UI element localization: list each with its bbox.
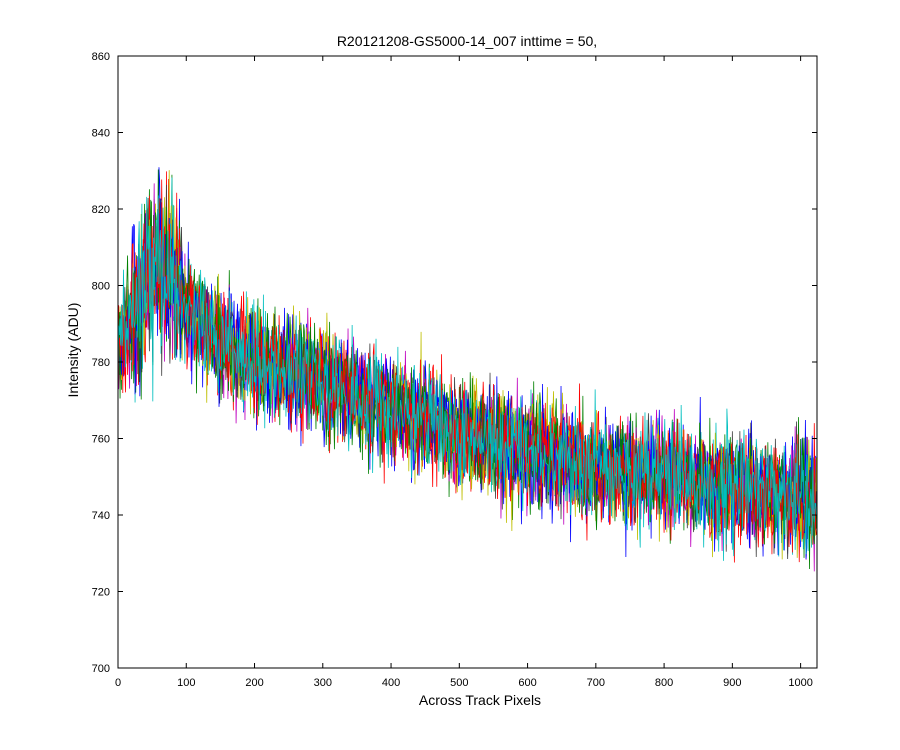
- y-tick-label: 740: [92, 510, 110, 522]
- y-tick-label: 820: [92, 204, 110, 216]
- x-tick-label: 300: [314, 677, 332, 689]
- y-axis-label: Intensity (ADU): [65, 303, 81, 398]
- chart-title: R20121208-GS5000-14_007 inttime = 50,: [337, 33, 597, 49]
- series-layer: [117, 167, 817, 572]
- x-tick-label: 1000: [788, 677, 812, 689]
- x-tick-label: 600: [518, 677, 536, 689]
- x-tick-label: 800: [655, 677, 673, 689]
- x-tick-label: 400: [382, 677, 400, 689]
- y-tick-label: 720: [92, 587, 110, 599]
- y-tick-label: 800: [92, 281, 110, 293]
- y-tick-label: 860: [92, 51, 110, 63]
- y-tick-label: 760: [92, 434, 110, 446]
- series-line-10: [117, 192, 817, 553]
- x-tick-label: 900: [723, 677, 741, 689]
- y-tick-label: 700: [92, 663, 110, 675]
- x-axis-label: Across Track Pixels: [419, 692, 541, 708]
- x-tick-label: 500: [450, 677, 468, 689]
- x-tick-label: 0: [115, 677, 121, 689]
- y-tick-label: 780: [92, 357, 110, 369]
- x-tick-label: 100: [177, 677, 195, 689]
- series-line-11: [117, 195, 817, 561]
- y-tick-label: 840: [92, 128, 110, 140]
- x-tick-label: 200: [245, 677, 263, 689]
- x-axis: 0 100 200 300 400 500 600 700 800 900 1000: [115, 56, 813, 689]
- x-tick-label: 700: [587, 677, 605, 689]
- y-axis: 700 720 740 760 780 800 820 840 860: [92, 51, 817, 675]
